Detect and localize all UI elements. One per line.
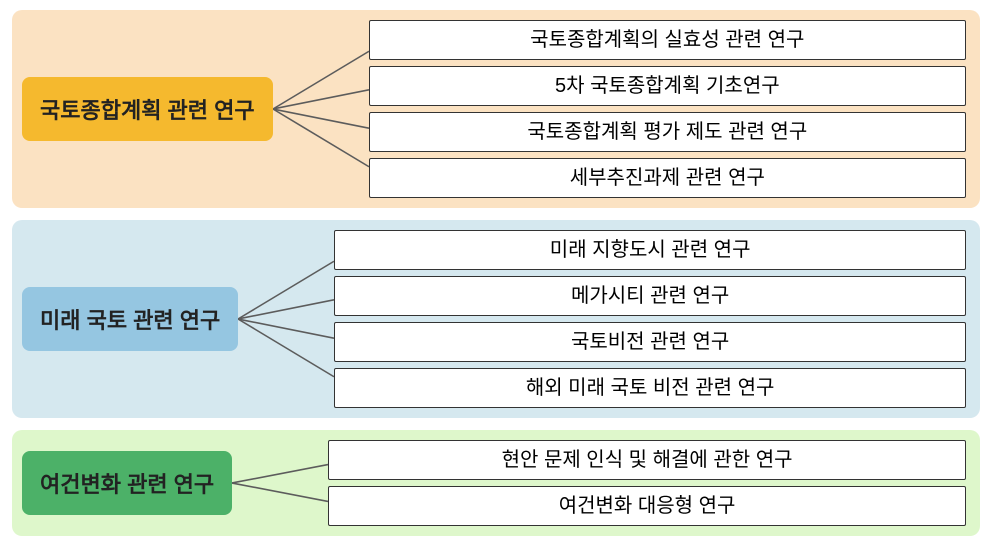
item-box: 미래 지향도시 관련 연구 [334,230,966,270]
item-box: 국토종합계획의 실효성 관련 연구 [369,20,966,60]
connector-lines [232,446,328,520]
section-s2: 미래 국토 관련 연구 미래 지향도시 관련 연구메가시티 관련 연구국토비전 관… [12,220,980,418]
item-box: 여건변화 대응형 연구 [328,486,966,526]
connector-lines [238,242,334,396]
category-box: 국토종합계획 관련 연구 [22,77,273,141]
item-box: 5차 국토종합계획 기초연구 [369,66,966,106]
section-s1: 국토종합계획 관련 연구 국토종합계획의 실효성 관련 연구 5차 국토종합계획 기… [12,10,980,208]
connector-wrap [273,32,369,186]
items-wrap: 국토종합계획의 실효성 관련 연구 5차 국토종합계획 기초연구국토종합계획 평가… [369,20,966,198]
connector-wrap [232,446,328,520]
section-s3: 여건변화 관련 연구 현안 문제 인식 및 해결에 관한 연구여건변화 대응형 연… [12,430,980,536]
item-box: 현안 문제 인식 및 해결에 관한 연구 [328,440,966,480]
item-box: 메가시티 관련 연구 [334,276,966,316]
item-box: 국토종합계획 평가 제도 관련 연구 [369,112,966,152]
item-box: 해외 미래 국토 비전 관련 연구 [334,368,966,408]
items-wrap: 미래 지향도시 관련 연구메가시티 관련 연구국토비전 관련 연구해외 미래 국… [334,230,966,408]
category-box: 미래 국토 관련 연구 [22,287,238,351]
items-wrap: 현안 문제 인식 및 해결에 관한 연구여건변화 대응형 연구 [328,440,966,526]
category-box: 여건변화 관련 연구 [22,451,232,515]
item-box: 세부추진과제 관련 연구 [369,158,966,198]
connector-wrap [238,242,334,396]
item-box: 국토비전 관련 연구 [334,322,966,362]
connector-lines [273,32,369,186]
